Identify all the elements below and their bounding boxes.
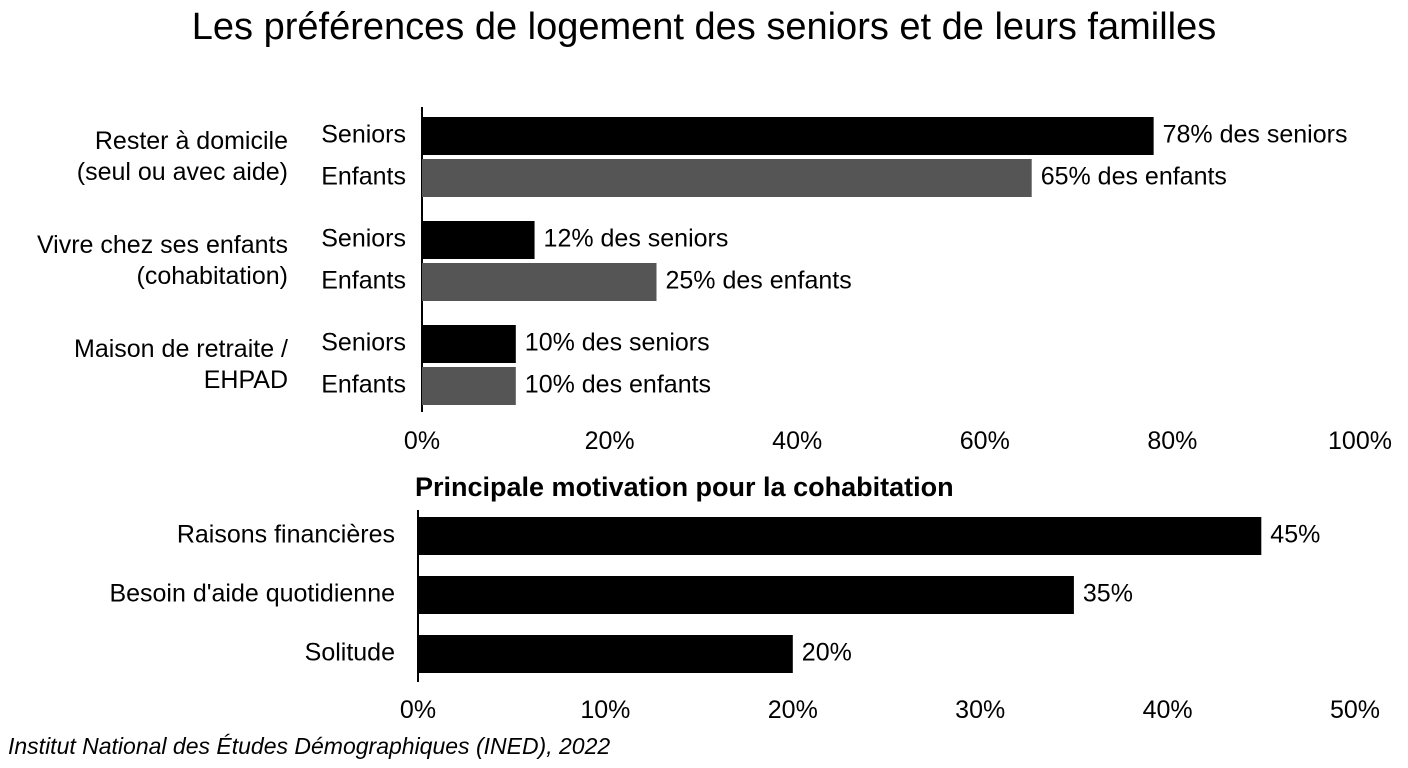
- data-label: 20%: [802, 639, 852, 667]
- data-label: 25% des enfants: [666, 267, 852, 295]
- x-tick-label: 20%: [768, 696, 818, 724]
- x-tick-label: 20%: [585, 427, 635, 455]
- bar-seniors: [422, 117, 1154, 155]
- bar-enfants: [422, 263, 657, 301]
- data-label: 78% des seniors: [1163, 121, 1348, 149]
- chart-title: Les préférences de logement des seniors …: [191, 6, 1217, 48]
- category-label: Rester à domicile (seul ou avec aide): [77, 127, 288, 186]
- data-label: 35%: [1083, 580, 1133, 608]
- category-label: Besoin d'aide quotidienne: [109, 580, 395, 608]
- data-label: 45%: [1270, 521, 1320, 549]
- category-label: Maison de retraite / EHPAD: [74, 335, 288, 394]
- housing-preferences-chart: Rester à domicile (seul ou avec aide) Seni…: [37, 107, 1392, 455]
- x-tick-label: 60%: [960, 427, 1010, 455]
- bar: [418, 576, 1074, 614]
- x-tick-label: 100%: [1328, 427, 1392, 455]
- x-tick-label: 50%: [1330, 696, 1380, 724]
- subchart-title: Principale motivation pour la cohabitati…: [415, 472, 954, 502]
- series-label: Enfants: [321, 267, 406, 295]
- series-label: Seniors: [321, 121, 406, 149]
- data-label: 10% des enfants: [525, 371, 711, 399]
- x-tick-label: 0%: [400, 696, 436, 724]
- bar-seniors: [422, 325, 516, 363]
- bar: [418, 517, 1262, 555]
- series-label: Enfants: [321, 371, 406, 399]
- bar-enfants: [422, 159, 1032, 197]
- category-label: Raisons financières: [177, 521, 395, 549]
- data-label: 10% des seniors: [525, 329, 710, 357]
- source-note: Institut National des Études Démographiq…: [8, 733, 611, 759]
- category-label: Vivre chez ses enfants (cohabitation): [37, 231, 288, 290]
- bar-seniors: [422, 221, 535, 259]
- x-tick-label: 40%: [1143, 696, 1193, 724]
- x-tick-label: 80%: [1147, 427, 1197, 455]
- x-tick-label: 30%: [955, 696, 1005, 724]
- series-label: Seniors: [321, 329, 406, 357]
- x-tick-label: 40%: [772, 427, 822, 455]
- data-label: 65% des enfants: [1041, 163, 1227, 191]
- x-tick-label: 10%: [580, 696, 630, 724]
- series-label: Seniors: [321, 225, 406, 253]
- category-label: Solitude: [305, 639, 395, 667]
- data-label: 12% des seniors: [544, 225, 729, 253]
- cohabitation-motivation-chart: Principale motivation pour la cohabitati…: [109, 472, 1380, 724]
- x-tick-label: 0%: [404, 427, 440, 455]
- series-label: Enfants: [321, 163, 406, 191]
- bar: [418, 635, 793, 673]
- bar-enfants: [422, 367, 516, 405]
